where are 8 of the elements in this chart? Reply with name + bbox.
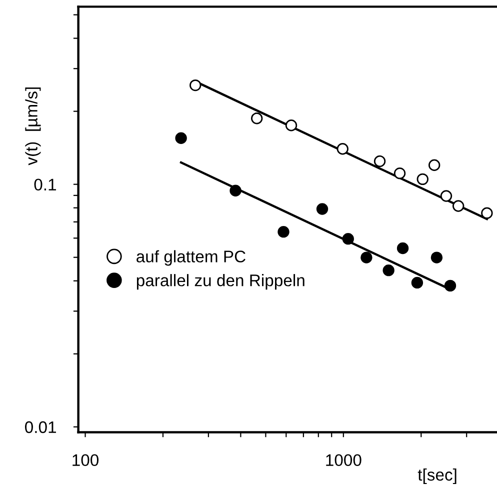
y-tick-label: 0.1 xyxy=(34,178,56,191)
x-tick-label: 1000 xyxy=(326,454,362,466)
y-axis-title: v(t) [µm/s] xyxy=(25,88,41,166)
legend-label: parallel zu den Rippeln xyxy=(136,274,304,290)
legend-label: auf glattem PC xyxy=(136,250,246,266)
y-tick-label: 0.01 xyxy=(25,421,56,434)
x-tick-label: 100 xyxy=(72,454,99,466)
x-axis-title: t[sec] xyxy=(418,468,456,484)
